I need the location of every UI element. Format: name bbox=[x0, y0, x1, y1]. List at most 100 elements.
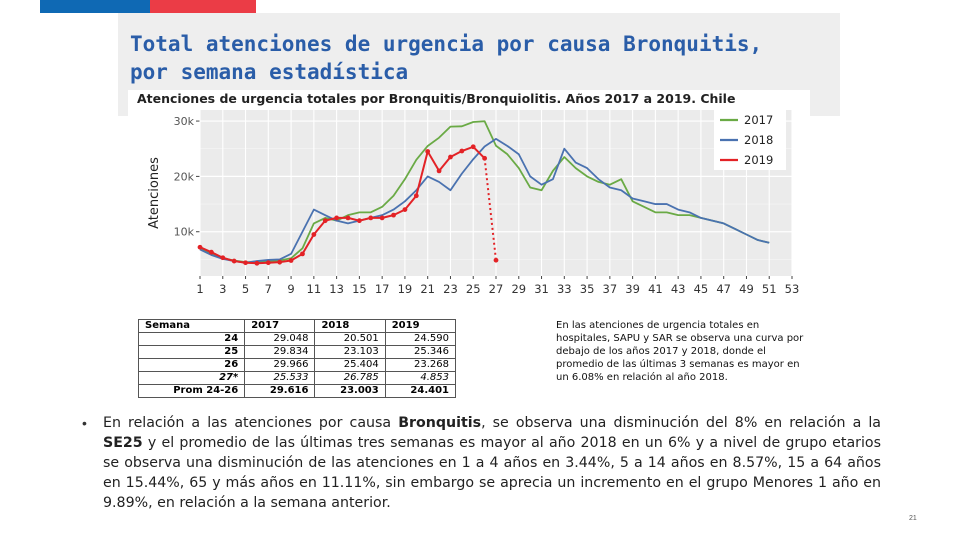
bullet-text-bold: Bronquitis bbox=[398, 415, 482, 431]
x-tick-label: 17 bbox=[375, 282, 390, 296]
x-tick-label: 21 bbox=[420, 282, 435, 296]
title-line-1: Total atenciones de urgencia por causa B… bbox=[130, 32, 763, 56]
table-header-row: Semana 2017 2018 2019 bbox=[137, 319, 457, 333]
data-point-2019 bbox=[277, 259, 283, 265]
x-tick-label: 35 bbox=[580, 282, 595, 296]
table-cell: 23.268 bbox=[384, 358, 457, 372]
table-cell: 29.048 bbox=[244, 332, 316, 346]
x-tick-label: 49 bbox=[739, 282, 754, 296]
data-point-2019 bbox=[300, 251, 305, 257]
series-line-2017 bbox=[199, 120, 770, 264]
x-tick-label: 29 bbox=[511, 282, 526, 296]
x-tick-label: 45 bbox=[694, 282, 709, 296]
table-cell: 26.785 bbox=[314, 371, 386, 385]
x-tick-label: 3 bbox=[219, 282, 226, 296]
x-tick-label: 11 bbox=[307, 282, 322, 296]
x-tick-label: 47 bbox=[716, 282, 731, 296]
table-cell: 20.501 bbox=[314, 332, 386, 346]
data-point-2019 bbox=[368, 215, 374, 221]
table-cell: 23.003 bbox=[314, 384, 386, 398]
data-point-2019 bbox=[243, 260, 248, 266]
data-point-2019 bbox=[288, 258, 294, 263]
table-header: 2018 bbox=[314, 319, 386, 333]
data-point-2019 bbox=[311, 232, 317, 237]
table-cell: 4.853 bbox=[384, 371, 457, 385]
data-point-2019 bbox=[425, 149, 431, 154]
data-point-2019 bbox=[436, 168, 442, 174]
y-tick-label: 20k bbox=[174, 170, 195, 183]
x-tick-label: 27 bbox=[489, 282, 504, 296]
x-tick-label: 39 bbox=[625, 282, 640, 296]
data-point-2019 bbox=[493, 257, 499, 263]
x-tick-label: 37 bbox=[603, 282, 618, 296]
bullet-symbol: • bbox=[82, 415, 87, 431]
table-header: 2019 bbox=[384, 319, 457, 333]
x-tick-label: 43 bbox=[671, 282, 686, 296]
data-point-2019 bbox=[231, 258, 237, 264]
table-cell: 25.346 bbox=[384, 345, 457, 359]
table-cell: 26 bbox=[137, 358, 246, 372]
legend-entry: 2019 bbox=[744, 153, 773, 167]
data-point-2019 bbox=[265, 260, 271, 266]
x-tick-label: 9 bbox=[287, 282, 294, 296]
x-tick-label: 7 bbox=[265, 282, 272, 296]
bullet-text-part: y el promedio de las últimas tres semana… bbox=[103, 435, 881, 511]
y-tick-label: 30k bbox=[174, 115, 195, 128]
flag-bar-red bbox=[150, 0, 256, 13]
legend-entry: 2017 bbox=[744, 113, 773, 127]
table-cell: Prom 24-26 bbox=[137, 384, 246, 398]
bullet-text-bold: SE25 bbox=[103, 435, 143, 451]
data-point-2019 bbox=[413, 193, 419, 199]
table-cell: 25.404 bbox=[314, 358, 386, 372]
bullet-text-part: , se observa una disminución del 8% en r… bbox=[481, 415, 881, 431]
data-point-2019 bbox=[391, 212, 396, 218]
table-cell: 29.616 bbox=[244, 384, 316, 398]
x-tick-label: 53 bbox=[785, 282, 800, 296]
data-point-2019 bbox=[220, 255, 226, 261]
x-tick-label: 33 bbox=[557, 282, 572, 296]
bullet-text-part: En relación a las atenciones por causa bbox=[103, 415, 399, 431]
table-row: 24 29.048 20.501 24.590 bbox=[137, 332, 457, 346]
table-row: 27* 25.533 26.785 4.853 bbox=[137, 371, 457, 385]
data-point-2019 bbox=[459, 148, 465, 154]
table-row: 25 29.834 23.103 25.346 bbox=[137, 345, 457, 359]
chart-note: En las atenciones de urgencia totales en… bbox=[556, 320, 804, 383]
y-tick-label: 10k bbox=[174, 226, 195, 239]
series-line-2019-dotted bbox=[483, 158, 497, 261]
page-number: 21 bbox=[909, 515, 917, 522]
x-tick-label: 51 bbox=[762, 282, 777, 296]
data-point-2019 bbox=[334, 215, 340, 221]
x-tick-label: 41 bbox=[648, 282, 663, 296]
series-line-2018 bbox=[199, 137, 770, 264]
bullet-text: En relación a las atenciones por causa B… bbox=[103, 413, 881, 513]
data-point-2019 bbox=[197, 244, 203, 250]
legend-entry: 2018 bbox=[744, 133, 773, 147]
table-row: Prom 24-26 29.616 23.003 24.401 bbox=[137, 384, 457, 398]
data-point-2019 bbox=[356, 218, 362, 224]
table-cell: 24.590 bbox=[384, 332, 457, 346]
table-cell: 25.533 bbox=[244, 371, 316, 385]
table-cell: 27* bbox=[137, 371, 246, 385]
x-tick-label: 13 bbox=[329, 282, 344, 296]
data-table: Semana 2017 2018 2019 24 29.048 20.501 2… bbox=[137, 319, 457, 398]
slide-title: Total atenciones de urgencia por causa B… bbox=[130, 30, 830, 86]
table-cell: 24.401 bbox=[384, 384, 457, 398]
data-point-2019 bbox=[402, 207, 408, 212]
table-header: 2017 bbox=[244, 319, 316, 333]
table-cell: 29.966 bbox=[244, 358, 316, 372]
x-tick-label: 15 bbox=[352, 282, 367, 296]
data-point-2019 bbox=[322, 218, 328, 224]
x-tick-label: 23 bbox=[443, 282, 458, 296]
x-tick-label: 1 bbox=[196, 282, 203, 296]
table-cell: 24 bbox=[137, 332, 246, 346]
title-line-2: por semana estadística bbox=[130, 60, 409, 84]
x-tick-label: 31 bbox=[534, 282, 549, 296]
data-point-2019 bbox=[470, 144, 476, 150]
data-point-2019 bbox=[482, 155, 488, 161]
table-cell: 23.103 bbox=[314, 345, 386, 359]
x-tick-label: 25 bbox=[466, 282, 481, 296]
table-cell: 29.834 bbox=[244, 345, 316, 359]
flag-bar-blue bbox=[40, 0, 150, 13]
x-tick-label: 5 bbox=[242, 282, 249, 296]
